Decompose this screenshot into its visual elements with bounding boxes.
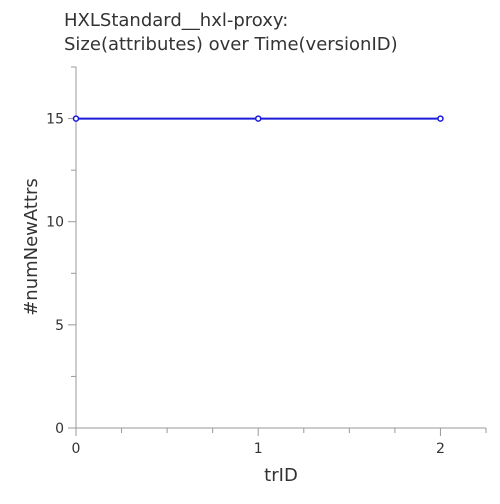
chart-title-line-1: HXLStandard__hxl-proxy: — [64, 10, 288, 31]
data-point — [437, 115, 444, 122]
chart-title-line-2: Size(attributes) over Time(versionID) — [64, 34, 398, 55]
axes — [75, 67, 486, 429]
data-point — [72, 115, 80, 122]
series — [72, 115, 444, 122]
x-tick-label: 0 — [72, 441, 81, 457]
data-point — [254, 115, 262, 122]
y-tick-label: 15 — [46, 112, 64, 128]
y-tick-label: 0 — [55, 421, 64, 437]
y-tick-label: 5 — [55, 318, 64, 334]
ticks: 0 1 2 0 5 10 15 — [46, 66, 487, 457]
y-tick-label: 10 — [46, 215, 64, 231]
x-tick-label: 2 — [436, 441, 445, 457]
x-axis-label: trID — [264, 465, 298, 486]
y-axis-label: #numNewAttrs — [21, 178, 42, 316]
x-tick-label: 1 — [254, 441, 263, 457]
